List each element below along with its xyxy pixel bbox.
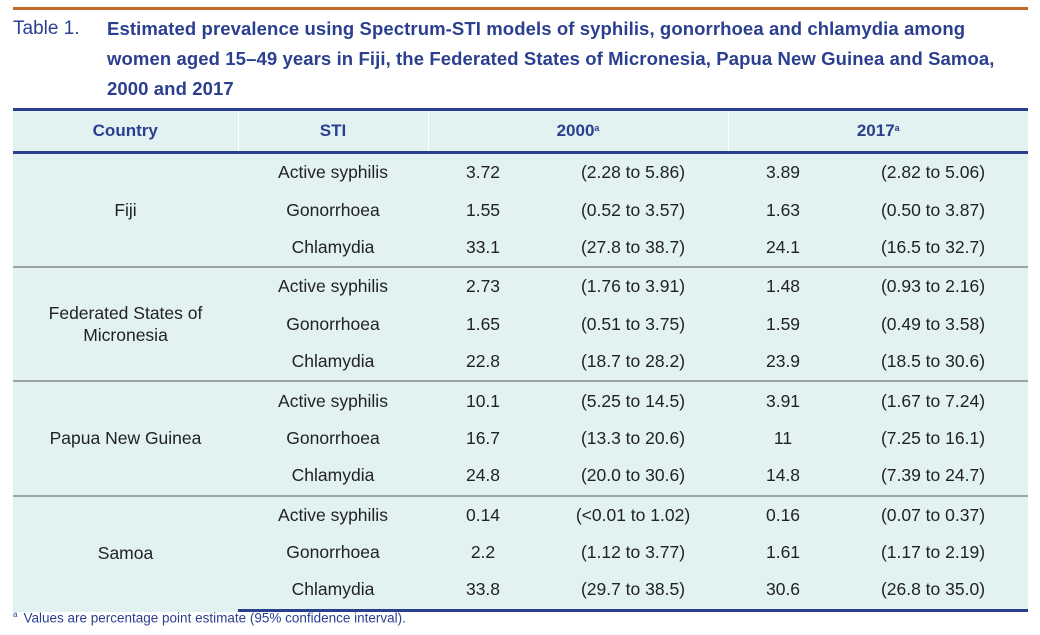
value-2000-cell: 1.55	[465, 199, 501, 220]
header-2000: 2000a	[427, 108, 728, 154]
ci-2017-cell: (1.17 to 2.19)	[880, 542, 986, 563]
sti-cell: Active syphilis	[238, 380, 428, 420]
value-2017-cell: 0.16	[728, 494, 838, 534]
value-2017-cell: 3.91	[728, 380, 838, 420]
ci-2000-cell: (5.25 to 14.5)	[538, 380, 728, 420]
table-row: Gonorrhoea 2.2 (1.12 to 3.77) 1.61 (1.17 to …	[13, 534, 1028, 571]
table-row: Fiji Active syphilis 3.72 (2.28 to 5.86) 3.8…	[13, 153, 1028, 220]
sti-cell: Chlamydia	[291, 351, 375, 372]
ci-2000-cell: (<0.01 to 1.02)	[538, 494, 728, 534]
ci-2017-cell: (18.5 to 30.6)	[880, 351, 986, 372]
sti-cell: Active syphilis	[278, 162, 388, 183]
ci-2017-cell: (16.5 to 32.7)	[880, 236, 986, 257]
footnote: a Values are percentage point estimate (9…	[13, 610, 406, 626]
value-2000-cell: 33.1	[465, 236, 501, 257]
value-2000-cell: 2.2	[470, 542, 496, 563]
sti-cell: Chlamydia	[291, 236, 375, 257]
value-2000-cell: 22.8	[465, 351, 501, 372]
value-2000-cell: 24.8	[465, 465, 501, 486]
header-sti: STI	[237, 108, 428, 154]
value-2017-cell: 24.1	[765, 236, 801, 257]
country-cell: Federated States of Micronesia	[13, 266, 238, 382]
prevalence-table: Country STI 2000a 2017a Fiji Active syphi…	[13, 108, 1028, 612]
country-cell: Fiji	[114, 200, 137, 221]
footnote-marker: a	[894, 123, 900, 133]
header-2017: 2017a	[727, 108, 1028, 154]
header-2000-label: 2000	[556, 121, 595, 140]
header-row: Country STI 2000a 2017a	[13, 108, 1028, 154]
sti-cell: Chlamydia	[238, 571, 428, 612]
value-2000-cell: 10.1	[428, 380, 538, 420]
ci-2000-cell: (13.3 to 20.6)	[580, 427, 686, 448]
ci-2000-cell: (1.12 to 3.77)	[580, 542, 686, 563]
table-row: Gonorrhoea 16.7 (13.3 to 20.6) 11 (7.25 to 1…	[13, 420, 1028, 457]
header-country: Country	[13, 108, 238, 154]
value-2017-cell: 1.59	[765, 313, 801, 334]
table-row: Chlamydia 33.8 (29.7 to 38.5) 30.6 (26.8 to …	[13, 571, 1028, 612]
ci-2000-cell: (20.0 to 30.6)	[580, 465, 686, 486]
caption-label: Table 1.	[13, 18, 80, 39]
sti-cell: Gonorrhoea	[286, 542, 380, 563]
value-2000-cell: 0.14	[428, 494, 538, 534]
sti-cell: Active syphilis	[238, 494, 428, 534]
sti-cell: Gonorrhoea	[286, 313, 380, 334]
table-caption: Table 1. Estimated prevalence using Spec…	[13, 14, 1033, 104]
footnote-marker: a	[13, 610, 18, 619]
ci-2000-cell: (18.7 to 28.2)	[580, 351, 686, 372]
ci-2017-cell: (0.50 to 3.87)	[880, 199, 986, 220]
ci-2000-cell: (2.28 to 5.86)	[580, 162, 686, 183]
ci-2017-cell: (1.67 to 7.24)	[838, 380, 1028, 420]
footnote-text: Values are percentage point estimate (95…	[23, 610, 406, 626]
sti-cell: Chlamydia	[291, 465, 375, 486]
sti-cell: Gonorrhoea	[286, 199, 380, 220]
value-2017-cell: 30.6	[728, 571, 838, 612]
value-2000-cell: 16.7	[465, 427, 501, 448]
ci-2017-cell: (7.39 to 24.7)	[880, 465, 986, 486]
table-row: Chlamydia 22.8 (18.7 to 28.2) 23.9 (18.5 to …	[13, 343, 1028, 381]
caption-title: Estimated prevalence using Spectrum-STI …	[107, 18, 995, 99]
value-2000-cell: 3.72	[465, 162, 501, 183]
table-row: Papua New Guinea Active syphilis 10.1 (5.25…	[13, 380, 1028, 496]
value-2017-cell: 1.61	[765, 542, 801, 563]
sti-cell: Gonorrhoea	[286, 427, 380, 448]
header-2017-label: 2017	[856, 121, 895, 140]
ci-2017-cell: (2.82 to 5.06)	[880, 162, 986, 183]
value-2017-cell: 3.89	[765, 162, 801, 183]
ci-2000-cell: (29.7 to 38.5)	[538, 571, 728, 612]
ci-2017-cell: (0.07 to 0.37)	[838, 494, 1028, 534]
country-cell: Papua New Guinea	[13, 380, 238, 496]
ci-2000-cell: (27.8 to 38.7)	[580, 236, 686, 257]
value-2000-cell: 2.73	[428, 266, 538, 306]
value-2017-cell: 14.8	[765, 465, 801, 486]
value-2017-cell: 1.63	[765, 199, 801, 220]
top-accent-rule	[13, 7, 1028, 10]
value-2000-cell: 33.8	[428, 571, 538, 612]
ci-2000-cell: (0.52 to 3.57)	[580, 199, 686, 220]
ci-2017-cell: (26.8 to 35.0)	[838, 571, 1028, 612]
table-row: Samoa Active syphilis 0.14 (<0.01 to 1.02) 0…	[13, 494, 1028, 611]
table-row: Gonorrhoea 1.55 (0.52 to 3.57) 1.63 (0.50 to…	[13, 191, 1028, 228]
value-2017-cell: 23.9	[765, 351, 801, 372]
table-row: Chlamydia 24.8 (20.0 to 30.6) 14.8 (7.39 to …	[13, 457, 1028, 495]
ci-2000-cell: (1.76 to 3.91)	[538, 266, 728, 306]
value-2017-cell: 1.48	[728, 266, 838, 306]
ci-2017-cell: (0.93 to 2.16)	[838, 266, 1028, 306]
ci-2017-cell: (0.49 to 3.58)	[880, 313, 986, 334]
ci-2017-cell: (7.25 to 16.1)	[880, 427, 986, 448]
table-row: Chlamydia 33.1 (27.8 to 38.7) 24.1 (16.5 to …	[13, 229, 1028, 267]
table-row: Federated States of Micronesia Active syp…	[13, 266, 1028, 382]
sti-cell: Active syphilis	[238, 266, 428, 306]
value-2017-cell: 11	[773, 427, 793, 448]
table-row: Gonorrhoea 1.65 (0.51 to 3.75) 1.59 (0.49 to…	[13, 306, 1028, 343]
ci-2000-cell: (0.51 to 3.75)	[580, 313, 686, 334]
value-2000-cell: 1.65	[465, 313, 501, 334]
country-cell: Samoa	[13, 494, 238, 611]
footnote-marker: a	[594, 123, 600, 133]
